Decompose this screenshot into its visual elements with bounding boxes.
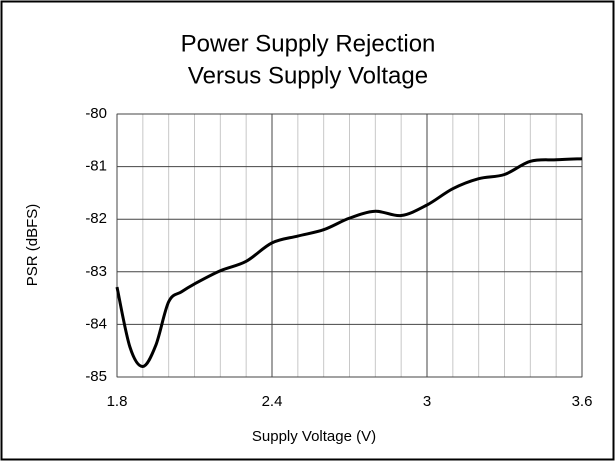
- chart-title: Power Supply Rejection: [181, 30, 436, 57]
- x-axis-label: Supply Voltage (V): [252, 428, 376, 445]
- data-line: [115, 157, 583, 368]
- y-tick-label: -83: [85, 263, 107, 280]
- chart-title: Versus Supply Voltage: [188, 62, 428, 89]
- y-tick-label: -84: [85, 315, 107, 332]
- y-tick-label: -82: [85, 210, 107, 227]
- x-tick-label: 3: [423, 393, 431, 410]
- x-tick-label: 3.6: [572, 393, 593, 410]
- y-tick-label: -80: [85, 105, 107, 122]
- y-axis-label: PSR (dBFS): [24, 204, 41, 287]
- x-tick-label: 2.4: [262, 393, 283, 410]
- y-tick-label: -81: [85, 158, 107, 175]
- x-tick-label: 1.8: [107, 393, 128, 410]
- y-tick-label: -85: [85, 368, 107, 385]
